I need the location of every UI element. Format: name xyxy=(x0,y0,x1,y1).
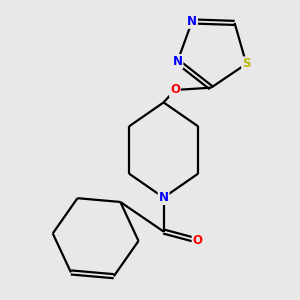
Text: S: S xyxy=(242,57,250,70)
Text: N: N xyxy=(159,191,169,204)
Text: N: N xyxy=(187,15,197,28)
Text: O: O xyxy=(170,83,180,97)
Text: N: N xyxy=(172,55,182,68)
Text: O: O xyxy=(193,234,202,247)
